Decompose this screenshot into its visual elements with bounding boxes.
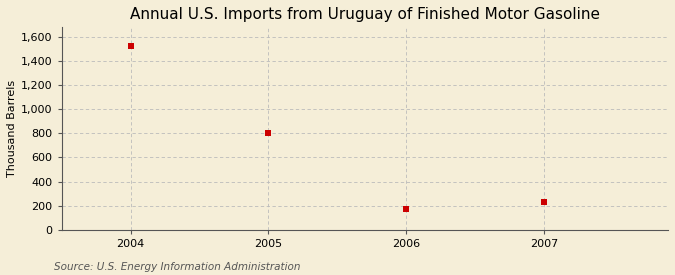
Point <box>539 200 549 205</box>
Point <box>126 44 136 49</box>
Y-axis label: Thousand Barrels: Thousand Barrels <box>7 80 17 177</box>
Point <box>263 131 274 136</box>
Point <box>401 207 412 211</box>
Title: Annual U.S. Imports from Uruguay of Finished Motor Gasoline: Annual U.S. Imports from Uruguay of Fini… <box>130 7 600 22</box>
Text: Source: U.S. Energy Information Administration: Source: U.S. Energy Information Administ… <box>54 262 300 272</box>
